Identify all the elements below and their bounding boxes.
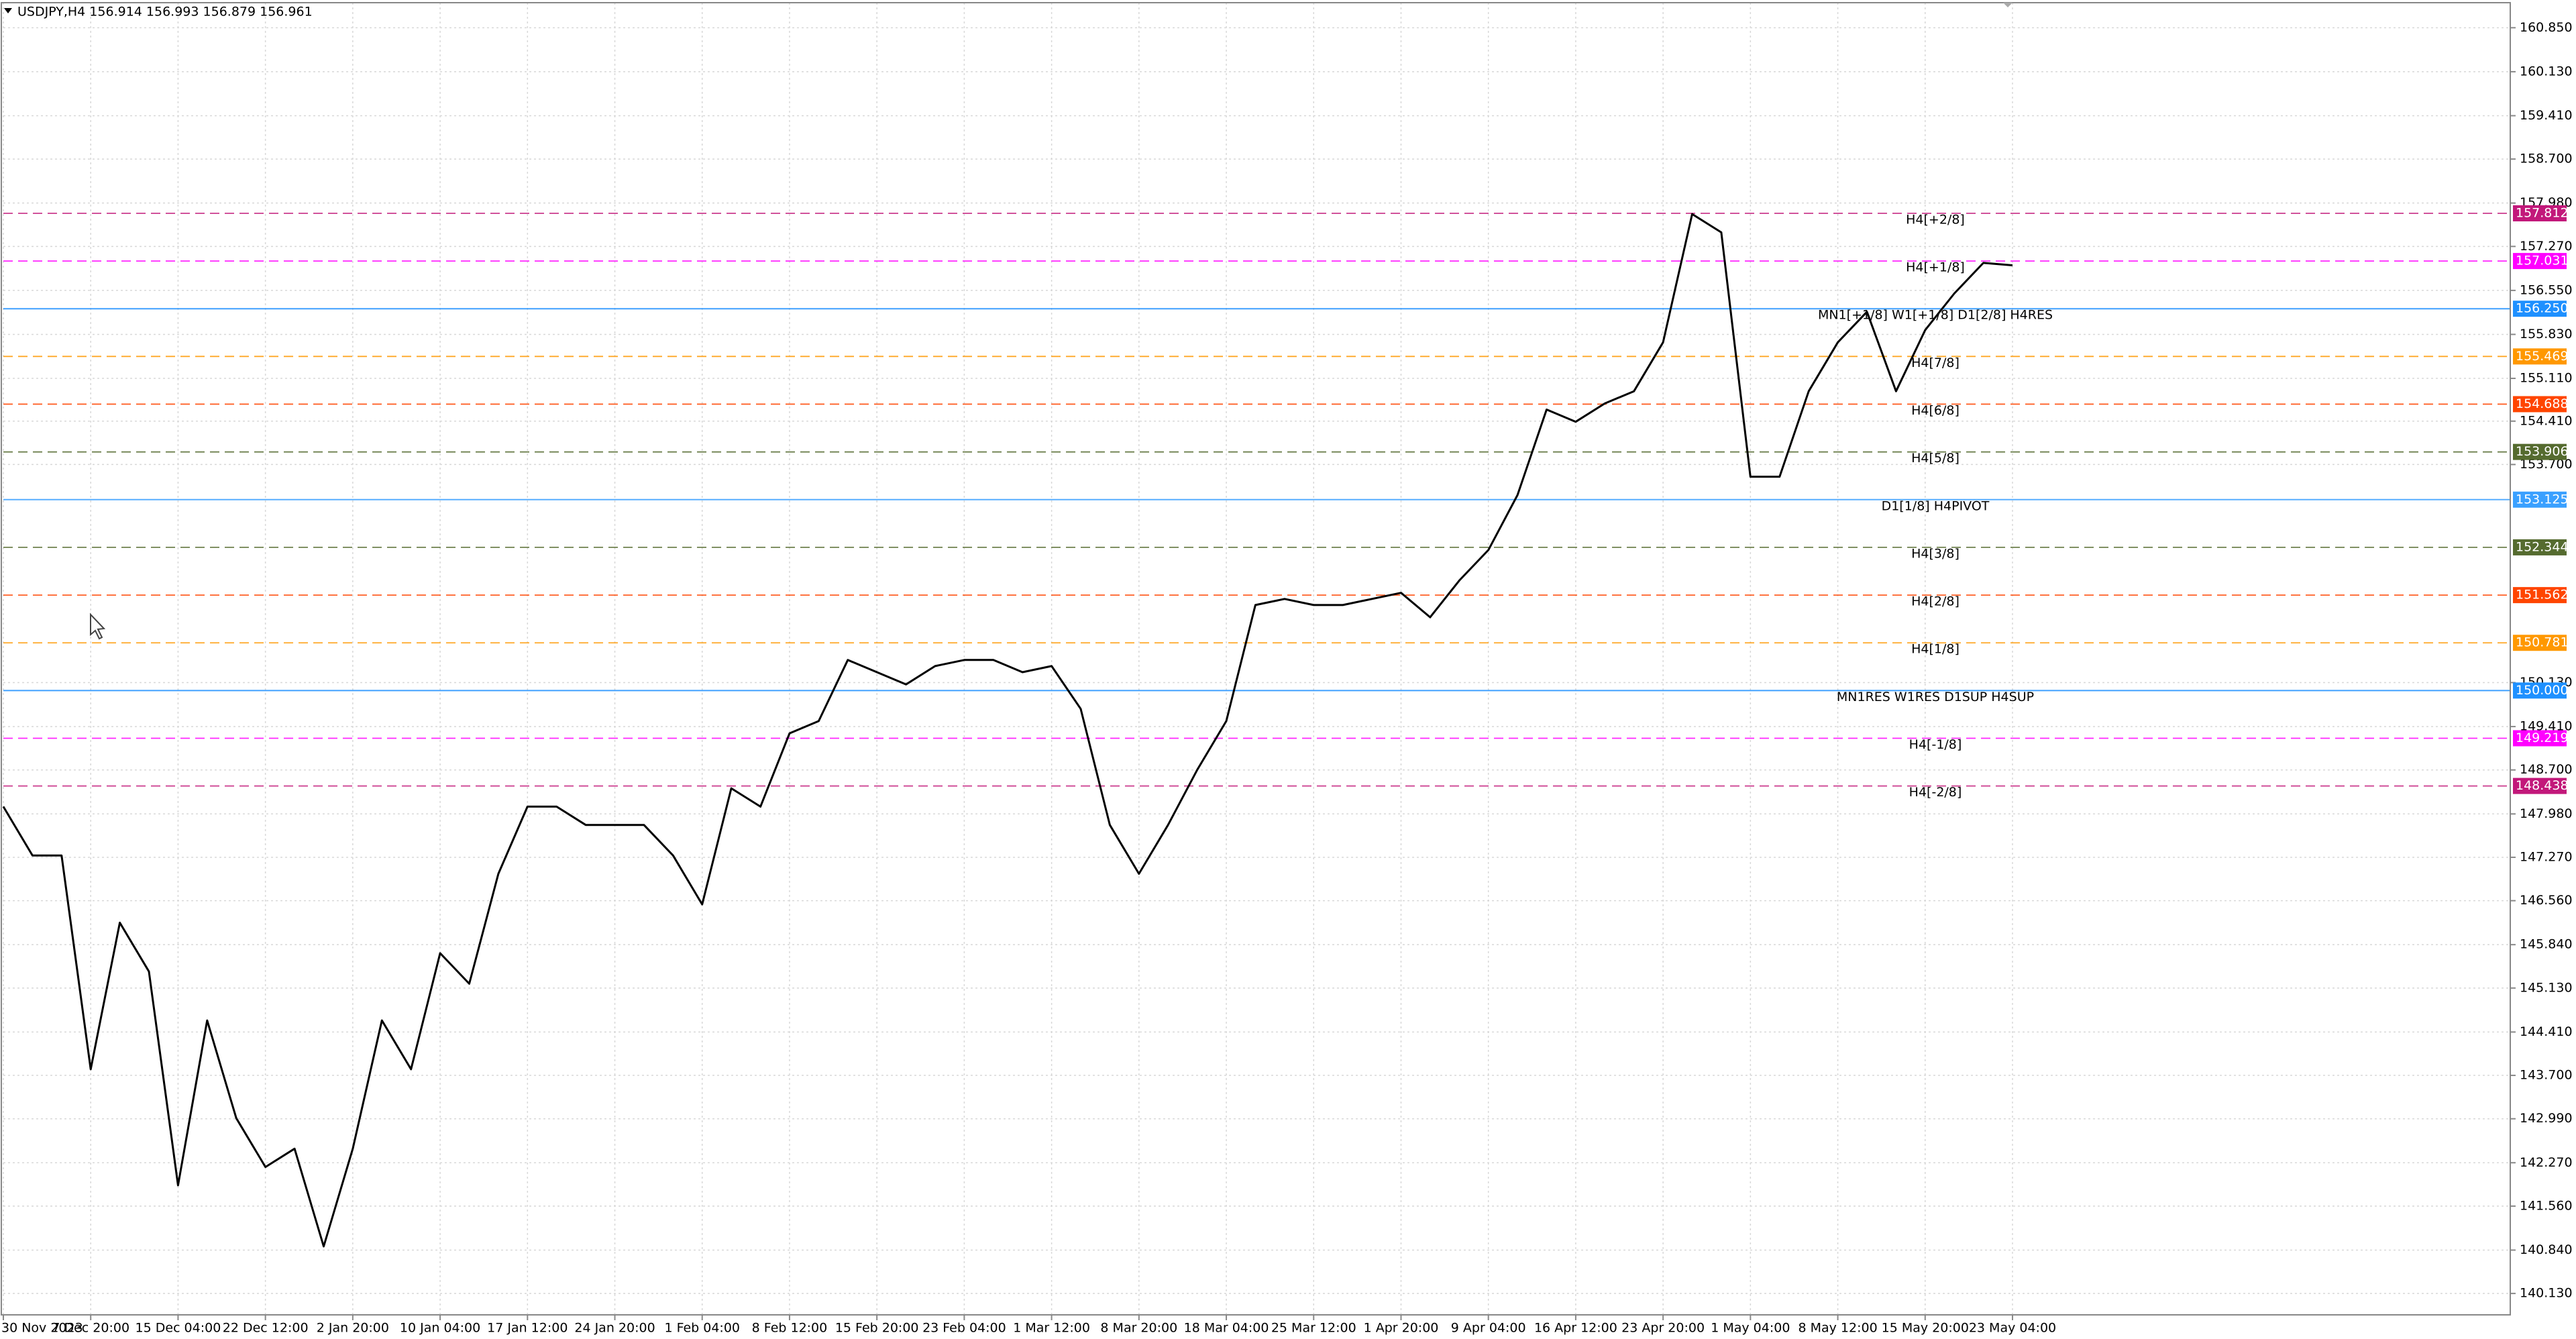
level-label: H4[7/8] [1911,356,1960,370]
y-tick-label: 143.700 [2520,1068,2573,1083]
level-label: H4[3/8] [1911,546,1960,561]
price-tag-label: 155.469 [2516,349,2569,364]
y-tick-label: 145.840 [2520,937,2573,952]
level-label: H4[+2/8] [1906,212,1965,227]
y-tick-label: 160.850 [2520,20,2573,35]
price-tag-label: 149.219 [2516,731,2569,745]
price-tag-label: 153.125 [2516,492,2569,506]
x-tick-label: 8 Feb 12:00 [752,1321,828,1336]
y-tick-label: 156.550 [2520,282,2573,297]
x-tick-label: 17 Jan 12:00 [487,1321,568,1336]
shift-marker [2003,3,2012,7]
price-tag-label: 153.906 [2516,444,2569,459]
menu-arrow[interactable] [4,8,12,13]
x-tick-label: 8 Mar 20:00 [1100,1321,1177,1336]
x-tick-label: 1 Feb 04:00 [664,1321,740,1336]
x-tick-label: 8 May 12:00 [1798,1321,1877,1336]
price-tag-label: 157.031 [2516,254,2569,268]
y-tick-label: 155.110 [2520,371,2573,386]
price [2,213,2013,1248]
price-tag [2513,730,2567,747]
x-tick-label: 1 Apr 20:00 [1364,1321,1439,1336]
price-tag-label: 151.562 [2516,588,2569,602]
x-tick-label: 24 Jan 20:00 [574,1321,655,1336]
price-tag [2513,443,2567,460]
x-tick-label: 1 May 04:00 [1711,1321,1790,1336]
level-label: H4[-2/8] [1909,785,1962,800]
price-tag [2513,205,2567,221]
price-tag [2513,348,2567,365]
level-label: MN1[+1/8] W1[+1/8] D1[2/8] H4RES [1818,308,2053,323]
price-tag [2513,682,2567,699]
plot-frame [1,2,2511,1316]
level-label: H4[1/8] [1911,642,1960,657]
price-tag [2513,778,2567,794]
cursor [90,612,106,640]
price-tag-label: 157.812 [2516,205,2569,220]
y-tick-label: 154.410 [2520,413,2573,428]
price-tag [2513,587,2567,604]
price-tag-label: 150.000 [2516,683,2569,698]
y-tick-label: 142.990 [2520,1111,2573,1126]
x-tick-label: 23 May 04:00 [1969,1321,2056,1336]
y-tick-label: 153.700 [2520,457,2573,472]
x-tick-label: 2 Jan 20:00 [317,1321,389,1336]
y-tick-label: 155.830 [2520,327,2573,341]
x-tick-label: 7 Dec 20:00 [52,1321,129,1336]
price-tag [2513,396,2567,413]
price-tag [2513,635,2567,651]
y-tick-label: 157.270 [2520,239,2573,254]
price-tag [2513,539,2567,555]
y-tick-label: 144.410 [2520,1024,2573,1039]
level-label: H4[2/8] [1911,594,1960,609]
level-label: H4[-1/8] [1909,737,1962,752]
x-tick-label: 1 Mar 12:00 [1013,1321,1090,1336]
price-tag [2513,491,2567,508]
price-tag-label: 154.688 [2516,396,2569,411]
x-tick-label: 23 Feb 04:00 [922,1321,1006,1336]
x-tick-label: 23 Apr 20:00 [1621,1321,1705,1336]
y-tick-label: 140.840 [2520,1242,2573,1257]
y-tick-label: 146.560 [2520,893,2573,908]
level-label: H4[5/8] [1911,451,1960,466]
level-label: D1[1/8] H4PIVOT [1882,498,1990,513]
y-tick-label: 145.130 [2520,980,2573,995]
price-tag-label: 150.781 [2516,635,2569,650]
x-tick-label: 16 Apr 12:00 [1534,1321,1617,1336]
price-line [2,213,2013,1248]
y-tick-label: 160.130 [2520,64,2573,78]
x-tick-label: 10 Jan 04:00 [400,1321,480,1336]
x-tick-label: 22 Dec 12:00 [223,1321,309,1336]
level-label: MN1RES W1RES D1SUP H4SUP [1837,690,2034,704]
levels: H4[+2/8] H4[+1/8] MN1[+1/8] W1[+1/8] D1[2/… [3,212,2510,800]
x-tick-label: 9 Apr 04:00 [1451,1321,1526,1336]
x-tick-label: 18 Mar 04:00 [1184,1321,1269,1336]
x-tick-label: 30 Nov 2023 [1,1321,83,1336]
price-tag [2513,253,2567,270]
price-tag [2513,301,2567,317]
x-tick-label: 25 Mar 12:00 [1271,1321,1356,1336]
price-tag-label: 156.250 [2516,301,2569,316]
y-tick-label: 147.980 [2520,806,2573,821]
price-tag-label: 148.438 [2516,778,2569,793]
x-tick-label: 15 Dec 04:00 [136,1321,221,1336]
x-tick-label: 15 Feb 20:00 [835,1321,919,1336]
level-label: H4[+1/8] [1906,260,1965,275]
y-tick-label: 148.700 [2520,762,2573,777]
y-tick-label: 158.700 [2520,152,2573,166]
x-tick-label: 15 May 20:00 [1882,1321,1969,1336]
level-label: H4[6/8] [1911,403,1960,418]
y-tick-label: 140.130 [2520,1286,2573,1301]
price-tag-label: 152.344 [2516,539,2569,554]
y-tick-label: 142.270 [2520,1155,2573,1170]
chart-title: USDJPY,H4 156.914 156.993 156.879 156.96… [17,5,313,19]
y-tick-label: 159.410 [2520,108,2573,123]
y-tick-label: 141.560 [2520,1198,2573,1213]
y-tick-label: 149.410 [2520,719,2573,734]
y-tick-label: 147.270 [2520,849,2573,864]
